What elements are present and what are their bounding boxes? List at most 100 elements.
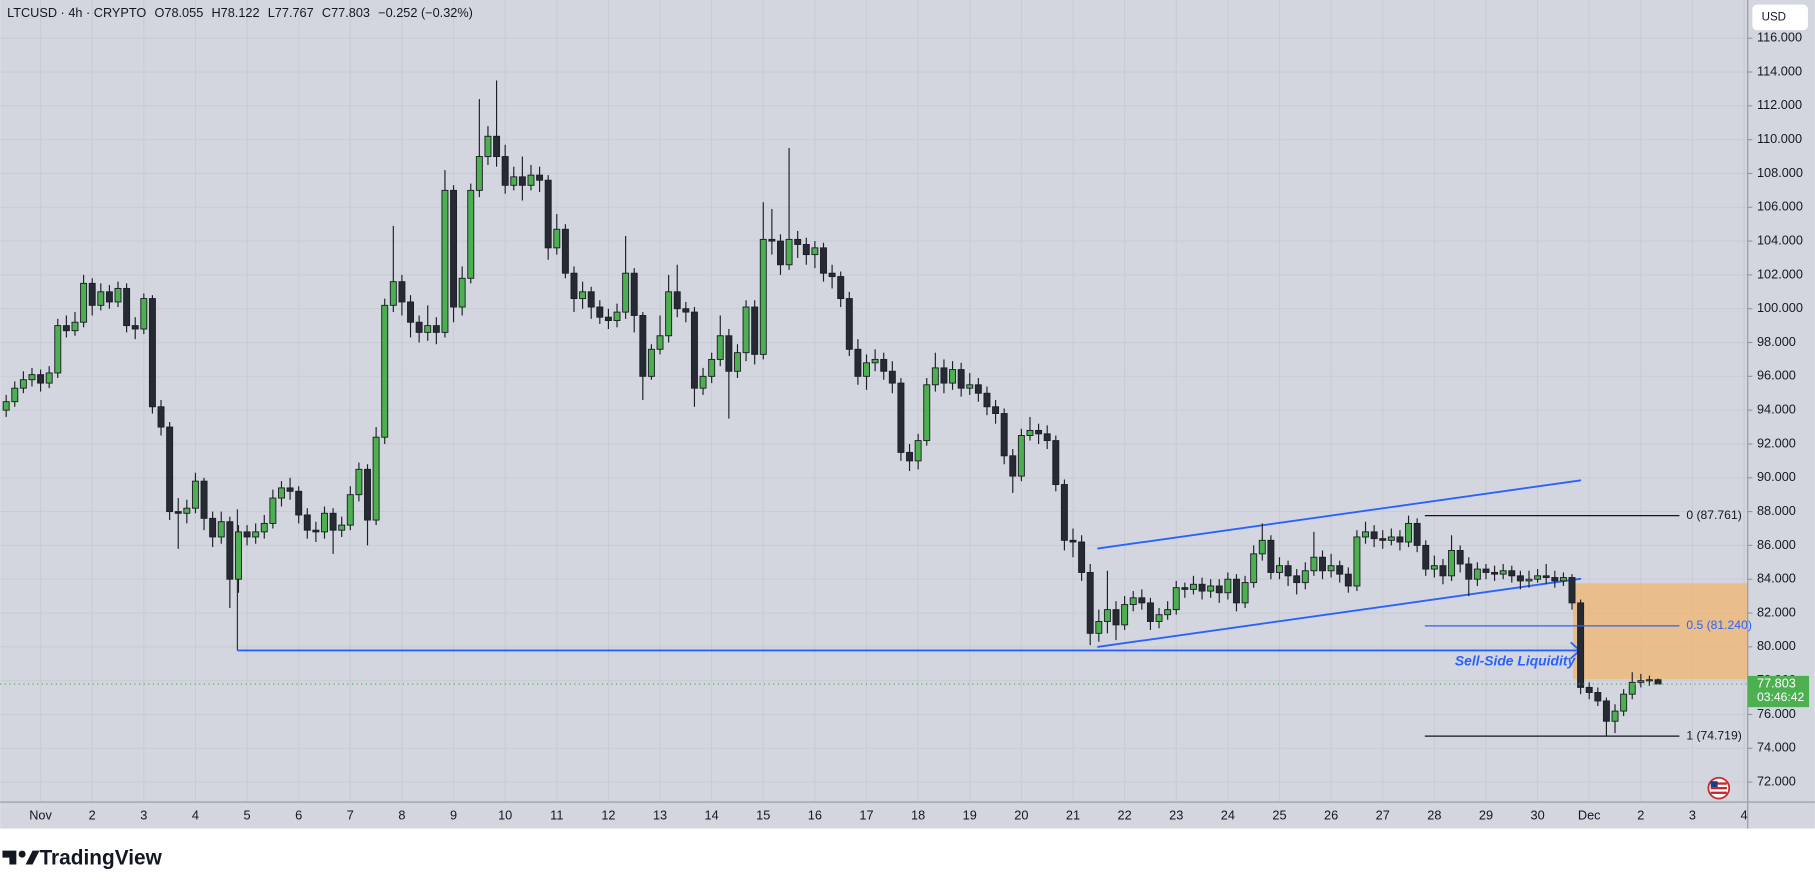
candle-body [1276, 565, 1283, 573]
candle-body [286, 487, 294, 492]
candle-body [811, 247, 819, 256]
candle-body [157, 406, 165, 428]
candle-body [1568, 577, 1576, 604]
candle-body [1009, 455, 1017, 477]
x-tick-label: 18 [911, 807, 925, 822]
candle-body [794, 238, 802, 245]
candle-body [1293, 575, 1301, 584]
candle-body [639, 315, 647, 377]
candle-body [561, 228, 569, 274]
candle-body [1585, 686, 1593, 693]
candle-body [131, 325, 139, 330]
candle-body [54, 325, 62, 374]
candle-body [1207, 585, 1215, 592]
candle-body [1129, 597, 1137, 606]
candle-body [415, 321, 423, 333]
candle-body [398, 281, 406, 303]
candle-body [1516, 575, 1524, 582]
candle-body [863, 362, 870, 377]
countdown: 03:46:42 [1757, 690, 1805, 704]
candle-body [1362, 531, 1369, 538]
candle-body [329, 512, 337, 531]
ohlc-close: C77.803 [322, 5, 370, 20]
candle-body [1473, 568, 1481, 580]
candle-body [1654, 679, 1662, 685]
y-tick-label: 82.000 [1757, 604, 1796, 619]
candle-body [751, 306, 759, 355]
candle-body [1611, 710, 1619, 722]
candle-body [1103, 609, 1111, 622]
candle-body [1189, 583, 1197, 590]
candle-body [682, 308, 690, 313]
x-tick-label: Dec [1578, 807, 1601, 822]
candle-body [372, 436, 380, 521]
x-tick-label: 4 [192, 807, 199, 822]
candle-body [931, 367, 939, 386]
fib-label: 1 (74.719) [1686, 728, 1741, 742]
candle-body [1138, 597, 1146, 604]
candle-body [467, 189, 475, 279]
candle-body [1430, 565, 1438, 570]
x-tick-label: 17 [859, 807, 873, 822]
candle-body [346, 494, 354, 526]
candle-body [1405, 522, 1413, 543]
candle-body [820, 247, 827, 274]
candle-body [217, 521, 225, 538]
candle-body [957, 369, 965, 389]
candle-body [1620, 693, 1628, 712]
candle-body [1336, 565, 1344, 575]
candle-body [234, 531, 242, 580]
candle-body [1413, 522, 1421, 546]
candle-body [510, 176, 518, 186]
candle-body [1465, 563, 1473, 580]
candle-body [183, 507, 191, 514]
candle-body [518, 176, 526, 186]
candle-body [673, 291, 681, 310]
candle-body [656, 335, 664, 350]
x-tick-label: 7 [347, 807, 354, 822]
candle-body [1508, 570, 1516, 577]
x-tick-label: 23 [1169, 807, 1183, 822]
x-tick-label: 19 [963, 807, 977, 822]
candle-body [97, 291, 105, 306]
candle-body [381, 304, 389, 438]
candle-body [441, 189, 449, 333]
candle-body [1267, 539, 1275, 573]
currency-box[interactable] [1752, 4, 1808, 31]
candle-body [1250, 553, 1258, 584]
candle-body [742, 306, 750, 354]
candle-body [1456, 550, 1464, 565]
candle-body [1645, 679, 1653, 682]
ohlc-open: O78.055 [154, 5, 203, 20]
candle-body [536, 174, 544, 181]
candle-body [200, 480, 208, 519]
candle-body [295, 490, 303, 516]
candle-body [493, 135, 501, 158]
candle-body [828, 272, 836, 278]
candle-body [1594, 692, 1602, 702]
candle-body [1000, 413, 1008, 457]
candle-body [1026, 429, 1034, 436]
x-tick-label: 11 [550, 807, 563, 822]
x-tick-label: 5 [244, 807, 251, 822]
candle-body [725, 335, 733, 372]
x-tick-label: 2 [89, 807, 96, 822]
candle-body [570, 272, 578, 300]
candle-body [845, 298, 853, 350]
candle-body [1121, 604, 1129, 626]
candle-body [777, 240, 784, 266]
candle-body [252, 531, 260, 538]
candle-body [148, 298, 156, 408]
candle-body [114, 287, 122, 303]
candle-body [622, 272, 630, 313]
candle-body [458, 277, 466, 308]
candle-body [1327, 565, 1335, 572]
currency[interactable]: USD [1762, 11, 1786, 23]
candle-body [527, 174, 535, 186]
candle-body [544, 179, 552, 249]
candle-body [191, 480, 199, 509]
candle-body [897, 382, 905, 453]
candle-body [19, 379, 27, 389]
x-tick-label: 15 [756, 807, 770, 822]
candle-body [630, 272, 638, 316]
